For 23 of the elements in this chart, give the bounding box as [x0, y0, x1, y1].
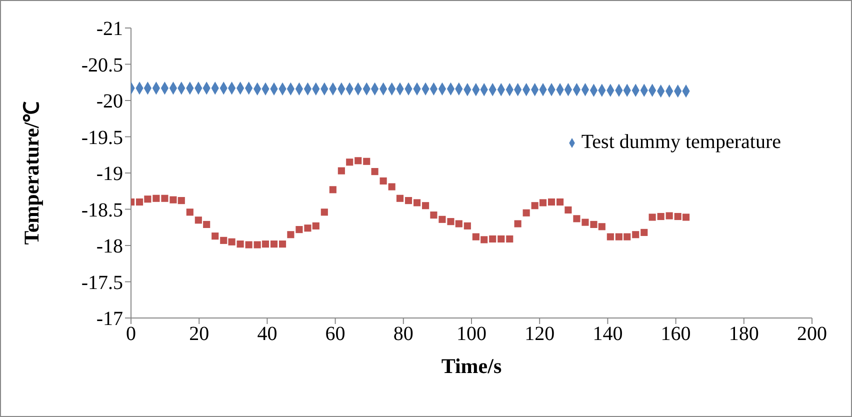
y-tick-label: -17.5 — [81, 272, 123, 294]
y-axis-title: Temperature/℃ — [19, 101, 44, 245]
x-tick-label: 40 — [257, 323, 278, 346]
x-tick-label: 180 — [728, 323, 759, 346]
y-tick-label: -19.5 — [81, 126, 123, 149]
x-tick-label: 160 — [660, 323, 691, 346]
y-tick-label: -19 — [96, 163, 123, 186]
x-tick-label: 140 — [592, 323, 623, 346]
x-axis-title: Time/s — [441, 354, 502, 378]
x-tick-label: 0 — [126, 323, 136, 346]
x-tick-label: 120 — [524, 323, 555, 346]
y-tick-label: -17 — [96, 308, 123, 330]
legend-label: Test dummy temperature — [581, 131, 781, 153]
y-tick-label: -18.5 — [81, 199, 123, 222]
x-tick-label: 60 — [325, 323, 346, 346]
x-tick-label: 80 — [393, 323, 414, 346]
x-tick-label: 20 — [189, 323, 210, 346]
y-tick-label: -20.5 — [81, 54, 123, 76]
y-tick-label: -20 — [96, 90, 123, 113]
y-tick-label: -18 — [96, 236, 123, 258]
x-tick-label: 100 — [456, 323, 486, 346]
x-tick-label: 200 — [797, 323, 827, 346]
y-tick-label: -21 — [96, 18, 123, 40]
